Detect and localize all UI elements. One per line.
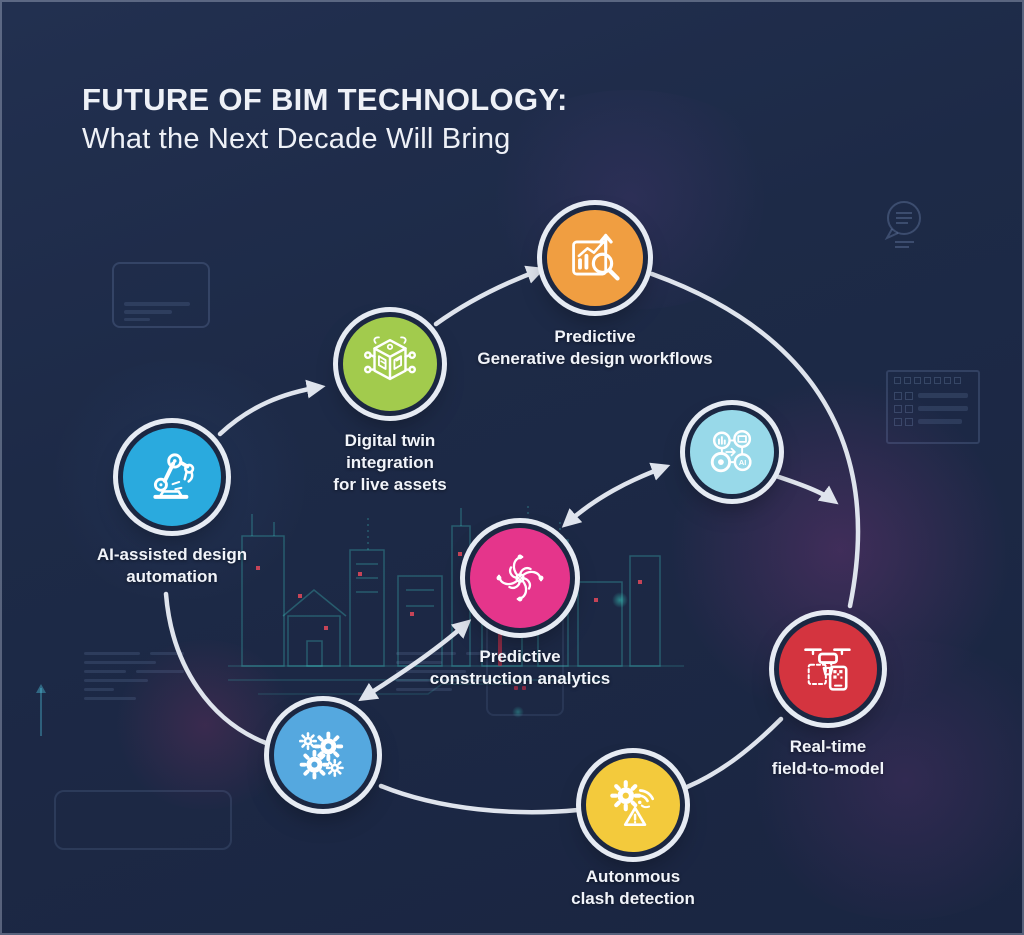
spiral-swirl-icon [496,554,544,602]
connected-process-nodes-icon: AI [710,430,752,473]
title-line-2: What the Next Decade Will Bring [82,123,511,155]
label-digital-twin: Digital twin integration for live assets [333,431,447,494]
arrow-analytics-workflow [561,462,671,528]
node-ai-design [123,428,221,526]
label-clash-detection: Autonmous clash detection [571,867,695,908]
curve-ai-to-gears [163,591,269,746]
node-automation-gears [274,706,372,804]
label-field-to-model: Real-time field-to-model [771,737,885,778]
gears-icon [299,731,344,780]
title-line-1: FUTURE OF BIM TECHNOLOGY: [82,82,568,117]
faint-card-decoration [54,790,232,850]
label-construction-analytics: Predictive construction analytics [429,647,611,688]
drone-scan-icon [804,648,851,691]
background-glow [110,640,300,810]
curve-gears-to-clash [378,783,581,815]
arrow-ai-to-twin [217,379,326,437]
label-ai-design: AI-assisted design automation [96,545,248,586]
arrow-twin-to-generative [433,265,546,327]
robot-arm-icon [153,453,195,499]
up-arrow-decoration [36,684,46,736]
node-clash-detection [586,758,680,852]
node-generative-design [547,210,643,306]
teal-dot-glow [612,592,628,608]
page-title: FUTURE OF BIM TECHNOLOGY: What the Next … [82,82,568,156]
ai-glyph: AI [739,458,747,467]
node-construction-analytics [470,528,570,628]
chat-bubble-icon [884,201,921,248]
faint-table-decoration [886,370,980,444]
gear-alert-icon [610,780,655,827]
node-workflow-processes: AI [690,410,774,494]
faint-card-decoration [112,262,210,328]
arrow-workflow-to-field [773,473,839,505]
label-generative-design: Predictive Generative design workflows [477,327,713,368]
node-digital-twin [343,317,437,411]
chart-magnifier-icon [572,233,620,281]
node-field-to-model [779,620,877,718]
digital-twin-building-icon [363,336,417,381]
